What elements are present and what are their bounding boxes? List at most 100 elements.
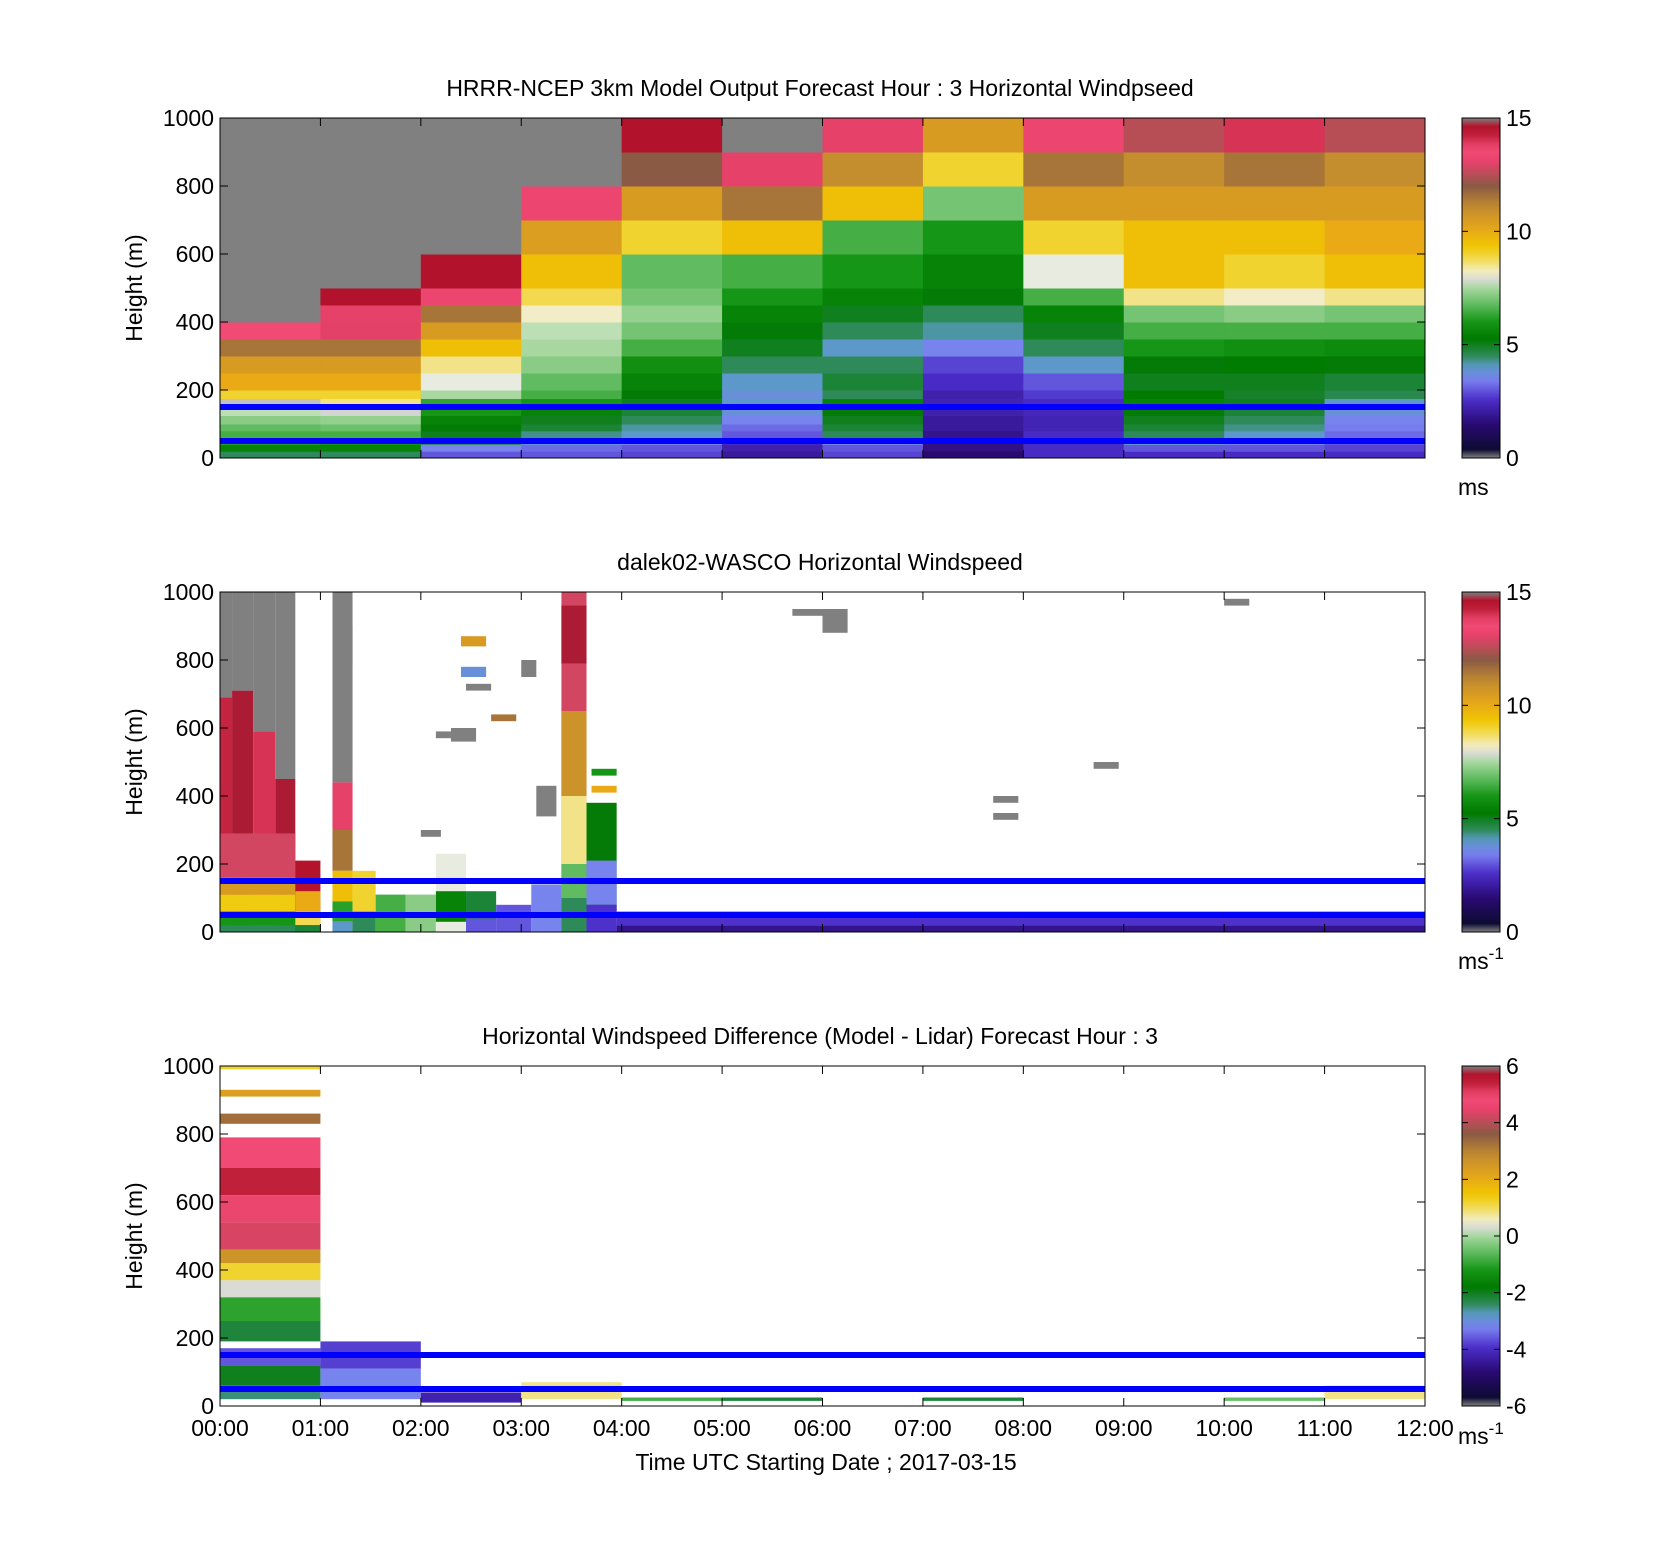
heatmap-cell <box>722 322 823 340</box>
heatmap-cell <box>1324 373 1426 391</box>
panel-model-y-ticks: 0 200 400 600 800 1000 <box>163 105 1425 471</box>
heatmap-cell <box>332 870 353 902</box>
heatmap-cell <box>621 356 723 374</box>
heatmap-cell <box>822 305 924 323</box>
heatmap-cell <box>521 451 623 459</box>
colorbar-tick-label: -6 <box>1506 1393 1526 1419</box>
heatmap-cell <box>220 1113 321 1124</box>
heatmap-cell <box>220 1168 321 1196</box>
panel-lidar: dalek02-WASCO Horizontal Windspeed 0 200 4… <box>121 549 1532 974</box>
heatmap-cell <box>1023 398 1125 408</box>
heatmap-cell <box>616 925 1425 932</box>
heatmap-cell <box>1023 424 1125 432</box>
panel-difference-title: Horizontal Windspeed Difference (Model -… <box>482 1023 1158 1049</box>
heatmap-cell <box>1324 390 1426 399</box>
heatmap-cell <box>220 1089 321 1097</box>
colorbar-unit: ms <box>1458 474 1489 500</box>
heatmap-cell <box>320 424 422 432</box>
heatmap-cell <box>722 373 823 391</box>
colorbar-gradient <box>1461 117 1501 459</box>
heatmap-cell <box>1023 407 1125 416</box>
heatmap-cell <box>1123 322 1225 340</box>
heatmap-cell <box>450 728 477 742</box>
heatmap-cell <box>1023 118 1125 153</box>
heatmap-cell <box>621 322 723 340</box>
heatmap-cell <box>792 609 823 616</box>
heatmap-cell <box>621 118 723 153</box>
heatmap-cell <box>521 424 623 432</box>
heatmap-cell <box>922 305 1024 323</box>
heatmap-cell <box>1123 430 1225 439</box>
y-tick-label: 800 <box>176 647 214 673</box>
colorbar-tick-label: 15 <box>1506 105 1532 131</box>
heatmap-cell <box>1123 424 1225 432</box>
panel-lidar-reflines <box>220 878 1425 918</box>
heatmap-cell <box>521 373 623 391</box>
y-tick-label: 0 <box>201 919 214 945</box>
heatmap-cell <box>1224 1397 1325 1401</box>
heatmap-cell <box>420 322 522 340</box>
heatmap-cell <box>320 407 422 416</box>
panel-difference-ylabel: Height (m) <box>121 1182 147 1289</box>
heatmap-cell <box>521 660 537 677</box>
x-tick-label: 10:00 <box>1195 1415 1253 1441</box>
heatmap-cell <box>822 415 924 425</box>
panel-difference-reflines <box>220 1352 1425 1392</box>
colorbar-tick-label: 0 <box>1506 919 1519 945</box>
x-tick-label: 00:00 <box>191 1415 249 1441</box>
heatmap-cell <box>521 288 623 306</box>
x-tick-label: 09:00 <box>1095 1415 1153 1441</box>
heatmap-cell <box>420 407 522 416</box>
y-tick-label: 0 <box>201 1393 214 1419</box>
heatmap-cell <box>220 415 321 425</box>
heatmap-cell <box>1123 407 1225 416</box>
heatmap-cell <box>822 407 924 416</box>
panel-difference-x-tick-labels: 00:00 01:00 02:00 03:00 04:00 05:00 06:00 07:00… <box>191 1415 1454 1441</box>
heatmap-cell <box>521 407 623 416</box>
heatmap-cell <box>521 305 623 323</box>
heatmap-cell <box>220 356 321 374</box>
heatmap-cell <box>1123 220 1225 255</box>
colorbar-tick-label: -2 <box>1506 1280 1526 1306</box>
heatmap-cell <box>722 288 823 306</box>
colorbar-unit: ms-1 <box>1458 944 1504 974</box>
heatmap-cell <box>621 254 723 289</box>
heatmap-cell <box>1224 356 1326 374</box>
heatmap-cell <box>332 921 353 932</box>
y-tick-label: 600 <box>176 715 214 741</box>
heatmap-cell <box>220 894 296 912</box>
heatmap-cell <box>320 288 422 306</box>
heatmap-cell <box>621 288 723 306</box>
heatmap-cell <box>420 152 522 187</box>
x-tick-label: 12:00 <box>1396 1415 1454 1441</box>
heatmap-cell <box>1324 407 1426 416</box>
heatmap-cell <box>722 424 823 432</box>
panel-lidar-colorbar: 15 10 5 0ms-1 <box>1458 579 1532 974</box>
heatmap-cell <box>922 415 1024 425</box>
heatmap-cell <box>1224 288 1326 306</box>
heatmap-cell <box>1123 339 1225 357</box>
heatmap-cell <box>621 1397 723 1401</box>
colorbar-tick-label: 5 <box>1506 806 1519 832</box>
heatmap-cell <box>521 254 623 289</box>
heatmap-cell <box>220 1222 321 1250</box>
heatmap-cell <box>993 796 1019 803</box>
heatmap-cell <box>420 451 522 459</box>
heatmap-cell <box>822 424 924 432</box>
heatmap-cell <box>220 407 321 416</box>
heatmap-cell <box>220 305 321 323</box>
heatmap-cell <box>1023 373 1125 391</box>
heatmap-cell <box>922 424 1024 432</box>
heatmap-cell <box>922 220 1024 255</box>
heatmap-cell <box>1023 254 1125 289</box>
heatmap-cell <box>1123 118 1225 153</box>
heatmap-cell <box>220 1137 321 1168</box>
heatmap-cell <box>922 356 1024 374</box>
heatmap-cell <box>722 356 823 374</box>
heatmap-cell <box>922 118 1024 153</box>
heatmap-cell <box>621 398 723 408</box>
heatmap-cell <box>1324 220 1426 255</box>
panel-lidar-title: dalek02-WASCO Horizontal Windspeed <box>617 549 1023 575</box>
panel-model-cells <box>220 118 1426 459</box>
heatmap-cell <box>822 356 924 374</box>
